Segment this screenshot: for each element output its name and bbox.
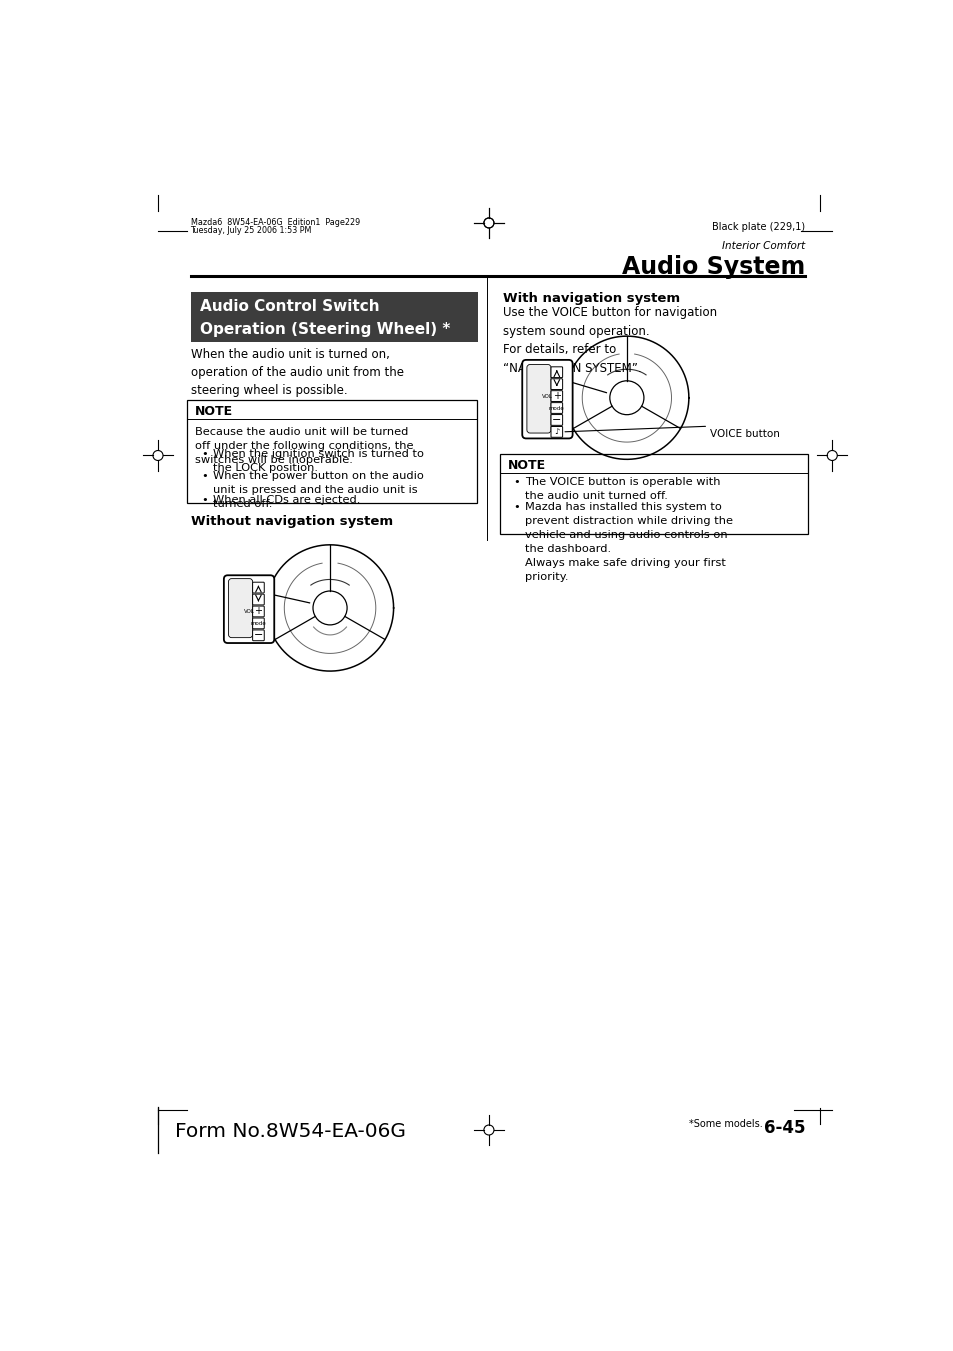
Text: Black plate (229,1): Black plate (229,1)	[711, 222, 804, 232]
Text: When the audio unit is turned on,
operation of the audio unit from the
steering : When the audio unit is turned on, operat…	[191, 347, 403, 397]
Text: mode: mode	[548, 405, 564, 411]
Text: +: +	[552, 390, 560, 401]
FancyBboxPatch shape	[187, 400, 476, 503]
Text: Form No.8W54-EA-06G: Form No.8W54-EA-06G	[174, 1121, 405, 1140]
Text: VOL: VOL	[542, 393, 553, 399]
FancyBboxPatch shape	[191, 292, 477, 342]
Text: mode: mode	[251, 621, 266, 626]
FancyBboxPatch shape	[253, 630, 264, 640]
Text: Interior Comfort: Interior Comfort	[721, 242, 804, 251]
FancyBboxPatch shape	[521, 359, 572, 439]
Text: •: •	[201, 494, 208, 505]
FancyBboxPatch shape	[551, 415, 562, 426]
FancyBboxPatch shape	[551, 427, 562, 438]
Text: Because the audio unit will be turned
off under the following conditions, the
sw: Because the audio unit will be turned of…	[195, 427, 414, 465]
FancyBboxPatch shape	[224, 576, 274, 643]
Text: The VOICE button is operable with
the audio unit turned off.: The VOICE button is operable with the au…	[525, 477, 720, 501]
Text: Audio System: Audio System	[621, 255, 804, 280]
Text: NOTE: NOTE	[195, 405, 233, 419]
FancyBboxPatch shape	[526, 365, 551, 434]
Text: VOL: VOL	[244, 609, 254, 613]
Text: When the power button on the audio
unit is pressed and the audio unit is
turned : When the power button on the audio unit …	[213, 471, 423, 509]
FancyBboxPatch shape	[551, 378, 562, 389]
Text: When the ignition switch is turned to
the LOCK position.: When the ignition switch is turned to th…	[213, 450, 423, 473]
Text: Operation (Steering Wheel) *: Operation (Steering Wheel) *	[199, 323, 450, 338]
Text: •: •	[513, 477, 520, 488]
Text: 6-45: 6-45	[762, 1119, 804, 1138]
FancyBboxPatch shape	[253, 607, 264, 617]
Text: Mazda has installed this system to
prevent distraction while driving the
vehicle: Mazda has installed this system to preve…	[525, 501, 733, 582]
Text: Audio Control Switch: Audio Control Switch	[199, 299, 379, 315]
Text: *Some models.: *Some models.	[688, 1119, 761, 1129]
Text: Mazda6  8W54-EA-06G  Edition1  Page229: Mazda6 8W54-EA-06G Edition1 Page229	[191, 218, 359, 227]
Text: +: +	[254, 607, 262, 616]
Text: •: •	[513, 501, 520, 512]
FancyBboxPatch shape	[499, 454, 807, 534]
FancyBboxPatch shape	[253, 594, 264, 605]
Text: Tuesday, July 25 2006 1:53 PM: Tuesday, July 25 2006 1:53 PM	[191, 226, 312, 235]
Text: NOTE: NOTE	[507, 459, 545, 473]
FancyBboxPatch shape	[551, 390, 562, 401]
FancyBboxPatch shape	[253, 617, 264, 628]
Text: −: −	[253, 631, 263, 640]
Text: When all CDs are ejected.: When all CDs are ejected.	[213, 494, 360, 505]
FancyBboxPatch shape	[551, 367, 562, 377]
Text: •: •	[201, 450, 208, 459]
Text: ♪: ♪	[554, 427, 558, 436]
Text: Without navigation system: Without navigation system	[191, 515, 393, 528]
Text: With navigation system: With navigation system	[502, 292, 679, 305]
FancyBboxPatch shape	[229, 578, 253, 638]
FancyBboxPatch shape	[551, 403, 562, 413]
Text: •: •	[201, 471, 208, 481]
Text: VOICE button: VOICE button	[709, 428, 779, 439]
FancyBboxPatch shape	[253, 582, 264, 593]
Text: Use the VOICE button for navigation
system sound operation.
For details, refer t: Use the VOICE button for navigation syst…	[502, 307, 717, 374]
Text: −: −	[552, 415, 561, 426]
